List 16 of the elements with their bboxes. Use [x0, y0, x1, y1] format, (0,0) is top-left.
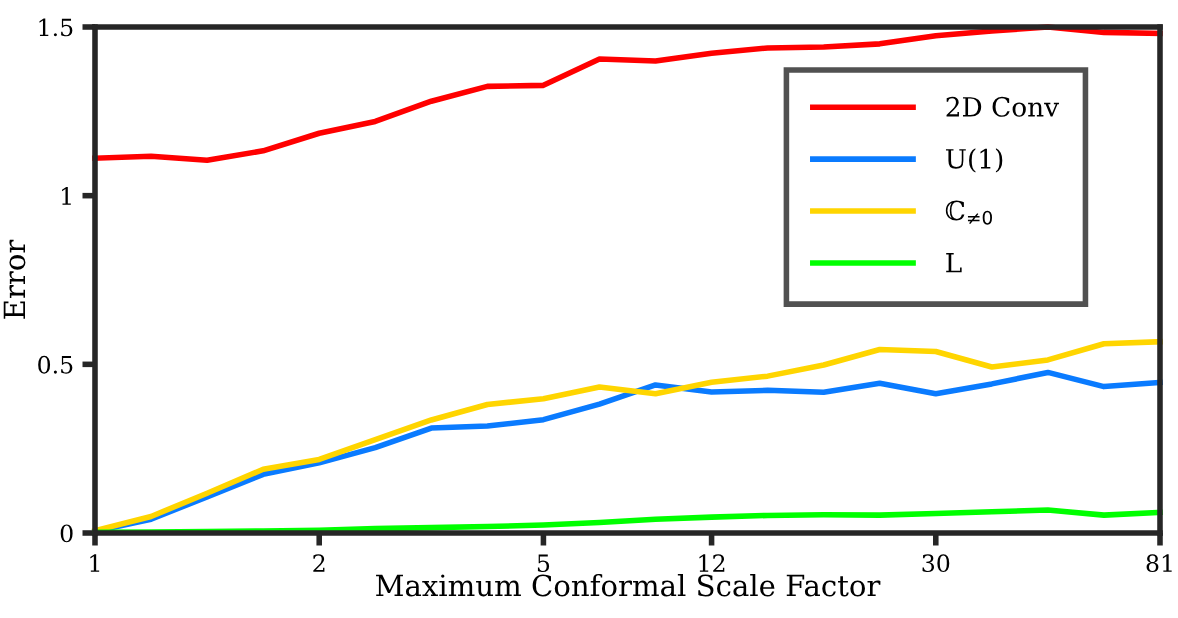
- legend-label: ℂ$_{≠0}$: [945, 200, 992, 225]
- y-axis-title: Error: [3, 239, 26, 319]
- x-tick-label: 2: [313, 554, 325, 572]
- x-tick-label: 5: [537, 554, 550, 573]
- y-tick-label: 1: [62, 187, 71, 205]
- x-tick-label: 12: [699, 554, 725, 572]
- x-axis-title: Maximum Conformal Scale Factor: [376, 573, 881, 597]
- y-tick-label: 0: [60, 524, 73, 543]
- x-tick-label: 30: [922, 554, 950, 573]
- legend-label: L: [946, 253, 962, 273]
- x-tick-label: 1: [90, 554, 100, 572]
- y-tick-label: 0.5: [38, 355, 73, 374]
- y-tick-label: 1.5: [39, 18, 73, 37]
- x-tick-label: 81: [1146, 554, 1172, 573]
- legend-label: 2D Conv: [946, 96, 1059, 117]
- legend-label: U(1): [945, 148, 1003, 173]
